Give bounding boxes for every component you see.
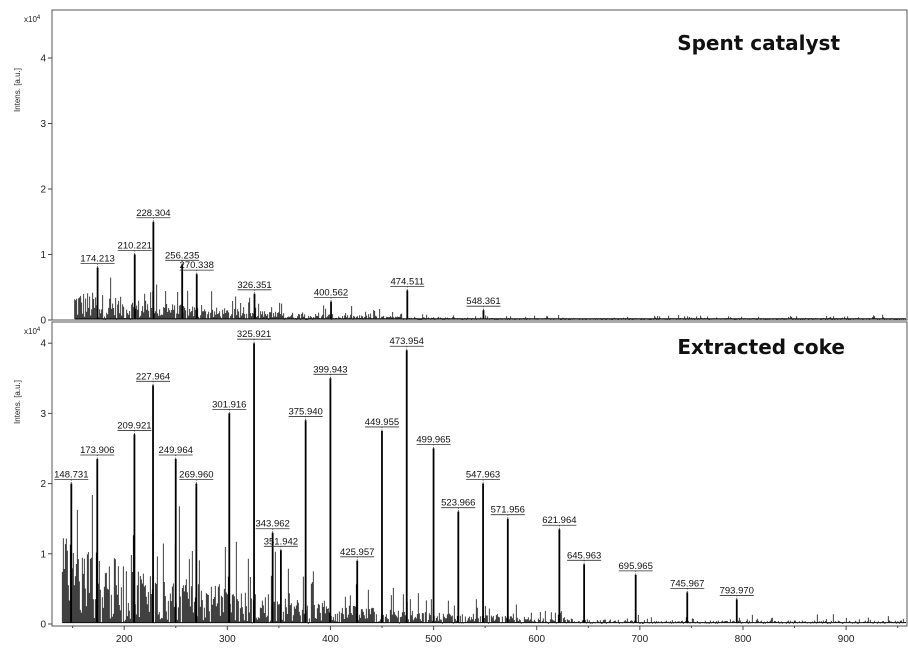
coke-peak-label-8: 343.962 [255,519,289,530]
coke-peak-label-4: 249.964 [159,445,193,456]
coke-peak-label-21: 695.965 [619,561,653,572]
x-tick-label: 300 [219,634,236,645]
spent-catalyst-panel: Spent catalyst 0 1 2 3 4 Intens. [a.u.] x104 17… [13,9,908,327]
coke-peak-label-22: 745.967 [670,578,704,589]
coke-peak-label-0: 148.731 [54,470,88,481]
spent-y-tick-label: 1 [40,250,46,261]
coke-plot-frame [51,321,908,627]
coke-y-tick-label: 2 [40,479,46,490]
x-tick-label: 200 [116,634,133,645]
coke-peak-label-10: 375.940 [288,406,322,417]
coke-peak-label-9: 351.942 [264,536,298,547]
extracted-coke-panel: Extracted coke 0 1 2 3 4 Intens. [a.u.] x104 14… [13,321,908,645]
spent-peak-label-5: 326.351 [237,280,271,291]
coke-y-tick-label: 4 [40,339,46,350]
coke-y-exponent: x104 [24,327,41,336]
coke-peak-label-16: 523.966 [441,498,475,509]
spent-peak-label-8: 548.361 [466,296,500,307]
coke-peak-label-23: 793.970 [720,585,754,596]
x-tick-label: 600 [528,634,545,645]
coke-peak-label-2: 209.921 [117,420,151,431]
spent-y-tick-label: 0 [40,316,46,327]
coke-peak-label-20: 645.963 [567,550,601,561]
x-tick-label: 800 [735,634,752,645]
coke-peak-label-7: 325.921 [237,329,271,340]
coke-peak-label-5: 269.960 [179,470,213,481]
coke-peak-label-12: 425.957 [340,547,374,558]
spent-y-exponent: x104 [24,15,41,24]
coke-peak-label-14: 473.954 [390,336,424,347]
coke-peak-label-6: 301.916 [212,399,246,410]
spent-peak-label-3: 256.235 [165,250,199,261]
x-tick-label: 500 [425,634,442,645]
spent-peak-label-0: 174.213 [80,254,114,265]
coke-peak-label-19: 621.964 [542,515,576,526]
spent-peak-label-7: 474.511 [390,277,424,288]
coke-peak-label-18: 571.956 [491,505,525,516]
coke-spectrum-trace [61,495,906,624]
coke-peak-label-13: 449.955 [365,417,399,428]
spent-y-tick-label: 3 [40,119,46,130]
coke-peak-label-17: 547.963 [466,470,500,481]
coke-peak-label-3: 227.964 [136,371,170,382]
spent-y-tick-label: 2 [40,185,46,196]
coke-peak-label-11: 399.943 [313,364,347,375]
x-tick-label: 700 [632,634,649,645]
spent-peak-label-6: 400.562 [314,288,348,299]
spent-peak-label-2: 228.304 [136,208,170,219]
coke-peak-label-1: 173.906 [80,445,114,456]
spent-y-tick-label: 4 [40,54,46,65]
x-tick-label: 400 [322,634,339,645]
coke-y-tick-label: 3 [40,409,46,420]
spent-y-axis-label: Intens. [a.u.] [13,68,22,112]
x-tick-label: 900 [838,634,855,645]
spent-catalyst-title: Spent catalyst [677,31,840,55]
extracted-coke-title: Extracted coke [677,335,845,359]
spent-peak-label-4: 270.338 [180,260,214,271]
coke-y-tick-label: 0 [40,620,46,631]
coke-peak-label-15: 499.965 [416,435,450,446]
coke-y-tick-label: 1 [40,549,46,560]
spent-plot-frame [51,9,908,321]
coke-y-axis-label: Intens. [a.u.] [13,380,22,424]
spent-peak-label-1: 210.221 [118,241,152,252]
